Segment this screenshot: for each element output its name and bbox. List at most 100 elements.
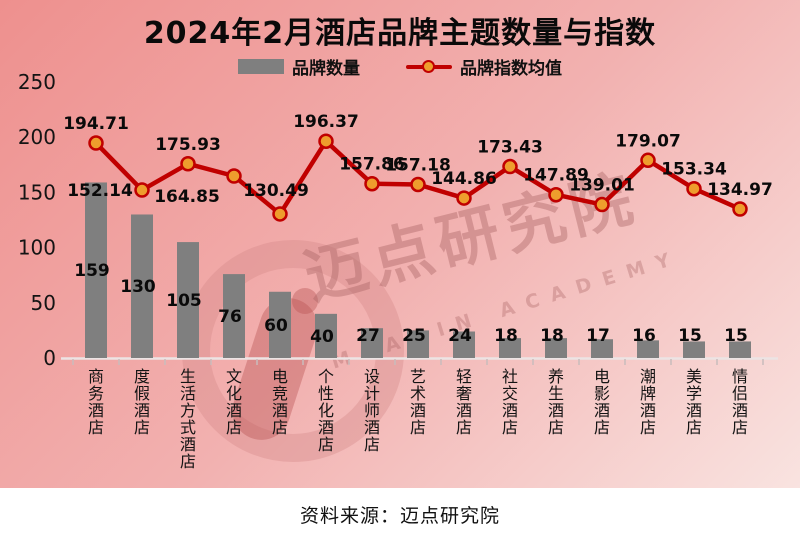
x-axis-category-label: 侣: [732, 384, 748, 403]
x-axis-category-label: 计: [364, 384, 380, 403]
x-axis-category-label: 性: [318, 384, 334, 403]
x-axis-category-label: 店: [502, 418, 518, 437]
line-value-label: 164.85: [154, 187, 220, 207]
x-axis-category-label: 酒: [88, 401, 104, 420]
bar-value-label: 60: [264, 316, 288, 336]
bar: [407, 330, 429, 358]
x-axis-category-label: 店: [180, 452, 196, 471]
x-axis-category-label: 艺: [410, 367, 426, 386]
bar: [269, 291, 291, 358]
x-axis-category-label: 店: [686, 418, 702, 437]
y-axis-tick-label: 0: [43, 346, 56, 370]
line-value-label: 152.14: [67, 181, 133, 201]
x-axis-category-label: 店: [548, 418, 564, 437]
footer: 资料来源：迈点研究院: [0, 488, 800, 540]
x-axis-category-label: 文: [226, 367, 242, 386]
x-axis-category-label: 店: [226, 418, 242, 437]
line-point: [456, 190, 472, 206]
line-series-swatch: [406, 59, 452, 74]
x-axis-category-label: 酒: [180, 435, 196, 454]
x-axis-category-label: 化: [226, 384, 242, 403]
x-axis-category-label: 店: [134, 418, 150, 437]
line-value-label: 157.86: [339, 155, 405, 175]
x-axis-category-label: 酒: [272, 401, 288, 420]
line-value-label: 157.18: [385, 155, 451, 175]
x-axis-category-label: 酒: [502, 401, 518, 420]
x-axis-category-label: 设: [364, 367, 380, 386]
x-axis-category-label: 店: [272, 418, 288, 437]
x-axis-category-label: 酒: [410, 401, 426, 420]
bar-value-label: 76: [218, 307, 242, 327]
bar-value-label: 24: [448, 326, 472, 346]
line-point: [502, 158, 518, 175]
x-axis-category-label: 个: [318, 367, 334, 386]
x-axis-category-label: 学: [686, 384, 702, 403]
bar: [637, 340, 659, 358]
x-axis-category-label: 店: [456, 418, 472, 437]
line-point: [732, 201, 748, 217]
y-axis-tick-label: 250: [18, 70, 56, 94]
x-axis-category-label: 竞: [272, 384, 288, 403]
line-value-label: 139.01: [569, 176, 635, 196]
x-axis-category-label: 店: [364, 435, 380, 454]
bar: [729, 341, 751, 358]
x-axis-category-label: 奢: [456, 384, 472, 403]
line-value-label: 147.89: [523, 166, 589, 186]
x-axis-category-label: 潮: [640, 367, 656, 386]
chart-title: 2024年2月酒店品牌主题数量与指数: [143, 16, 657, 51]
line-point: [640, 152, 656, 169]
x-axis-category-label: 酒: [134, 401, 150, 420]
line-value-label: 153.34: [661, 160, 727, 180]
x-axis-category-label: 酒: [548, 401, 564, 420]
x-axis-category-label: 酒: [686, 401, 702, 420]
x-axis-category-label: 社: [502, 367, 518, 386]
x-axis-category-label: 方: [180, 401, 196, 420]
bar-value-label: 27: [356, 326, 380, 346]
x-axis-category-label: 酒: [226, 401, 242, 420]
x-axis-category-label: 交: [502, 384, 518, 403]
x-axis-category-label: 生: [180, 367, 196, 386]
line-point: [180, 156, 196, 172]
source-note: 资料来源：迈点研究院: [299, 504, 500, 527]
line-point: [364, 175, 380, 192]
legend-item-line: 品牌指数均值: [406, 54, 562, 79]
line-point: [272, 206, 288, 222]
line-point: [134, 182, 150, 198]
y-axis-tick-label: 100: [18, 236, 56, 260]
line-point: [686, 180, 702, 197]
legend-item-bars: 品牌数量: [238, 54, 360, 79]
x-axis-category-label: 酒: [364, 418, 380, 437]
x-axis-category-label: 店: [88, 418, 104, 437]
x-axis-category-label: 美: [686, 367, 702, 386]
x-axis-category-label: 度: [134, 367, 150, 386]
bar: [683, 341, 705, 358]
line-point: [410, 176, 426, 193]
x-axis-category-label: 酒: [594, 401, 610, 420]
x-axis-category-label: 式: [180, 418, 196, 437]
x-axis-category-label: 务: [88, 384, 104, 403]
line-value-label: 196.37: [293, 112, 359, 132]
bar-value-label: 130: [120, 277, 156, 297]
x-axis-category-label: 术: [410, 384, 426, 403]
x-axis-category-label: 酒: [732, 401, 748, 420]
x-axis-category-label: 影: [594, 384, 610, 403]
bar-value-label: 15: [724, 326, 748, 346]
line-value-label: 175.93: [155, 135, 221, 155]
x-axis-category-label: 生: [548, 384, 564, 403]
bar-value-label: 18: [494, 326, 518, 346]
bar-value-label: 17: [586, 326, 610, 346]
line-point: [594, 196, 610, 213]
bar: [591, 339, 613, 358]
bar: [315, 313, 337, 358]
x-axis-category-label: 酒: [456, 401, 472, 420]
x-axis-category-label: 活: [180, 384, 196, 403]
bar-series-swatch: [238, 59, 284, 74]
bar-value-label: 18: [540, 326, 564, 346]
line-value-label: 173.43: [477, 138, 543, 158]
x-axis-category-label: 店: [410, 418, 426, 437]
chart-plot: 0 50 100 150 200 250 159 130 105 76 60 40 27 25 24 18 18…: [18, 70, 778, 471]
x-axis-category-label: 商: [88, 367, 104, 386]
bar-value-label: 16: [632, 326, 656, 346]
bar-value-label: 15: [678, 326, 702, 346]
